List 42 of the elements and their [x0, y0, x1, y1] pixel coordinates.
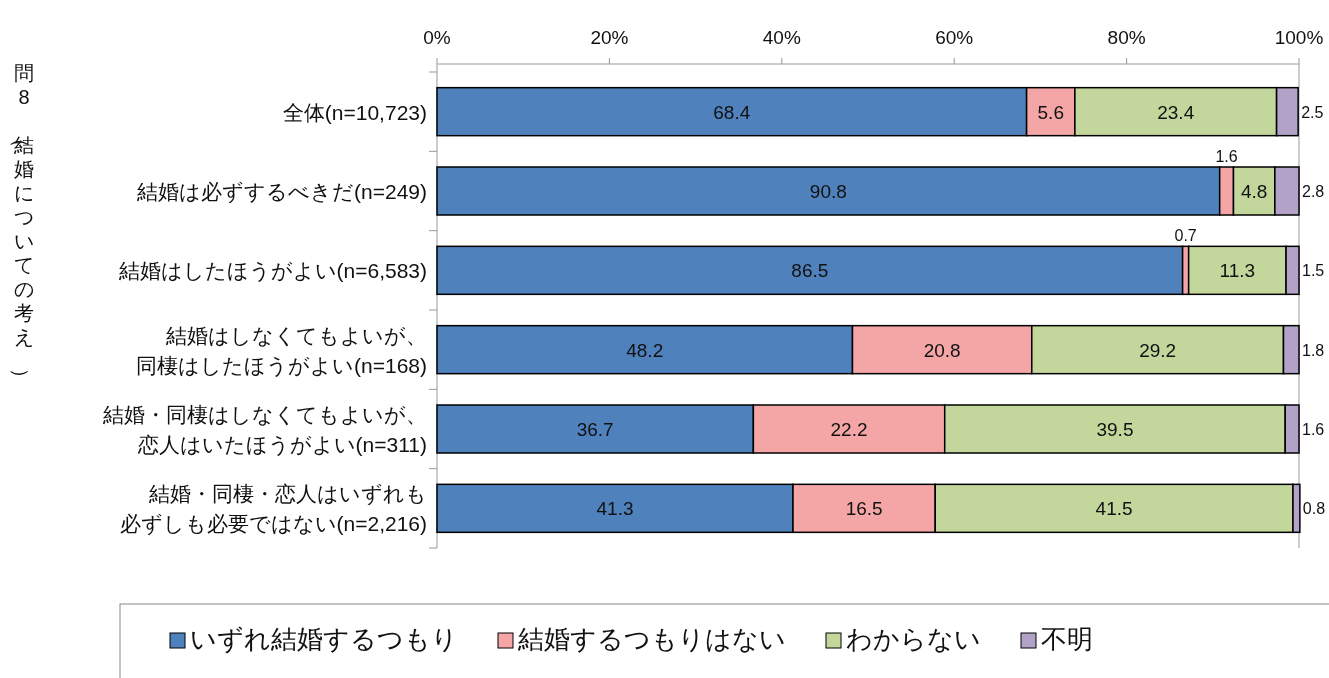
legend-label: わからない: [846, 624, 981, 654]
x-tick-label: 20%: [590, 27, 629, 48]
data-label: 5.6: [1037, 101, 1064, 123]
legend-label: 不明: [1041, 624, 1093, 654]
data-label: 29.2: [1139, 339, 1177, 361]
data-label: 0.8: [1302, 500, 1326, 518]
data-label: 4.8: [1240, 181, 1268, 202]
y-tick-label: 結婚はしなくてもよいが、同棲はしたほうがよい(n=168): [136, 323, 427, 377]
data-label: 23.4: [1157, 101, 1195, 123]
data-label: 41.5: [1095, 498, 1133, 520]
data-label: 1.6: [1215, 148, 1238, 165]
y-tick-label: 全体(n=10,723): [282, 100, 427, 124]
data-label: 36.7: [576, 419, 614, 440]
data-label: 2.5: [1301, 103, 1324, 121]
data-label: 90.8: [809, 181, 847, 202]
y-tick-label: 結婚は必ずするべきだ(n=249): [136, 180, 427, 204]
y-tick-label: 結婚・同棲はしなくてもよいが、恋人はいたほうがよい(n=311): [102, 403, 427, 456]
data-label: 1.8: [1302, 341, 1325, 359]
data-label: 68.4: [713, 101, 751, 123]
text: 問8（結婚についての考え）: [10, 62, 34, 388]
x-tick-label: 0%: [423, 27, 451, 48]
y-tick-label: 結婚はしたほうがよい(n=6,583): [117, 259, 427, 283]
bar: [436, 245, 1184, 296]
legend-label: 結婚するつもりはない: [517, 624, 786, 654]
legend-label: いずれ結婚するつもり: [190, 624, 458, 654]
data-label: 16.5: [845, 498, 883, 520]
data-label: 20.8: [923, 339, 961, 361]
x-tick-label: 40%: [762, 27, 801, 48]
data-label: 48.2: [626, 339, 664, 361]
x-tick-label: 60%: [935, 27, 974, 48]
data-label: 2.8: [1302, 183, 1325, 200]
data-label: 1.6: [1302, 421, 1325, 438]
y-tick-label: 結婚・同棲・恋人はいずれも必ずしも必要ではない(n=2,216): [119, 482, 427, 537]
data-label: 41.3: [596, 498, 634, 520]
data-label: 11.3: [1219, 260, 1256, 282]
data-label: 22.2: [830, 419, 868, 440]
data-label: 0.7: [1174, 227, 1197, 245]
data-label: 1.5: [1302, 262, 1325, 280]
x-tick-label: 80%: [1107, 27, 1146, 48]
x-tick-label: 100%: [1274, 27, 1324, 48]
data-label: 86.5: [791, 260, 829, 282]
data-label: 39.5: [1096, 419, 1134, 440]
